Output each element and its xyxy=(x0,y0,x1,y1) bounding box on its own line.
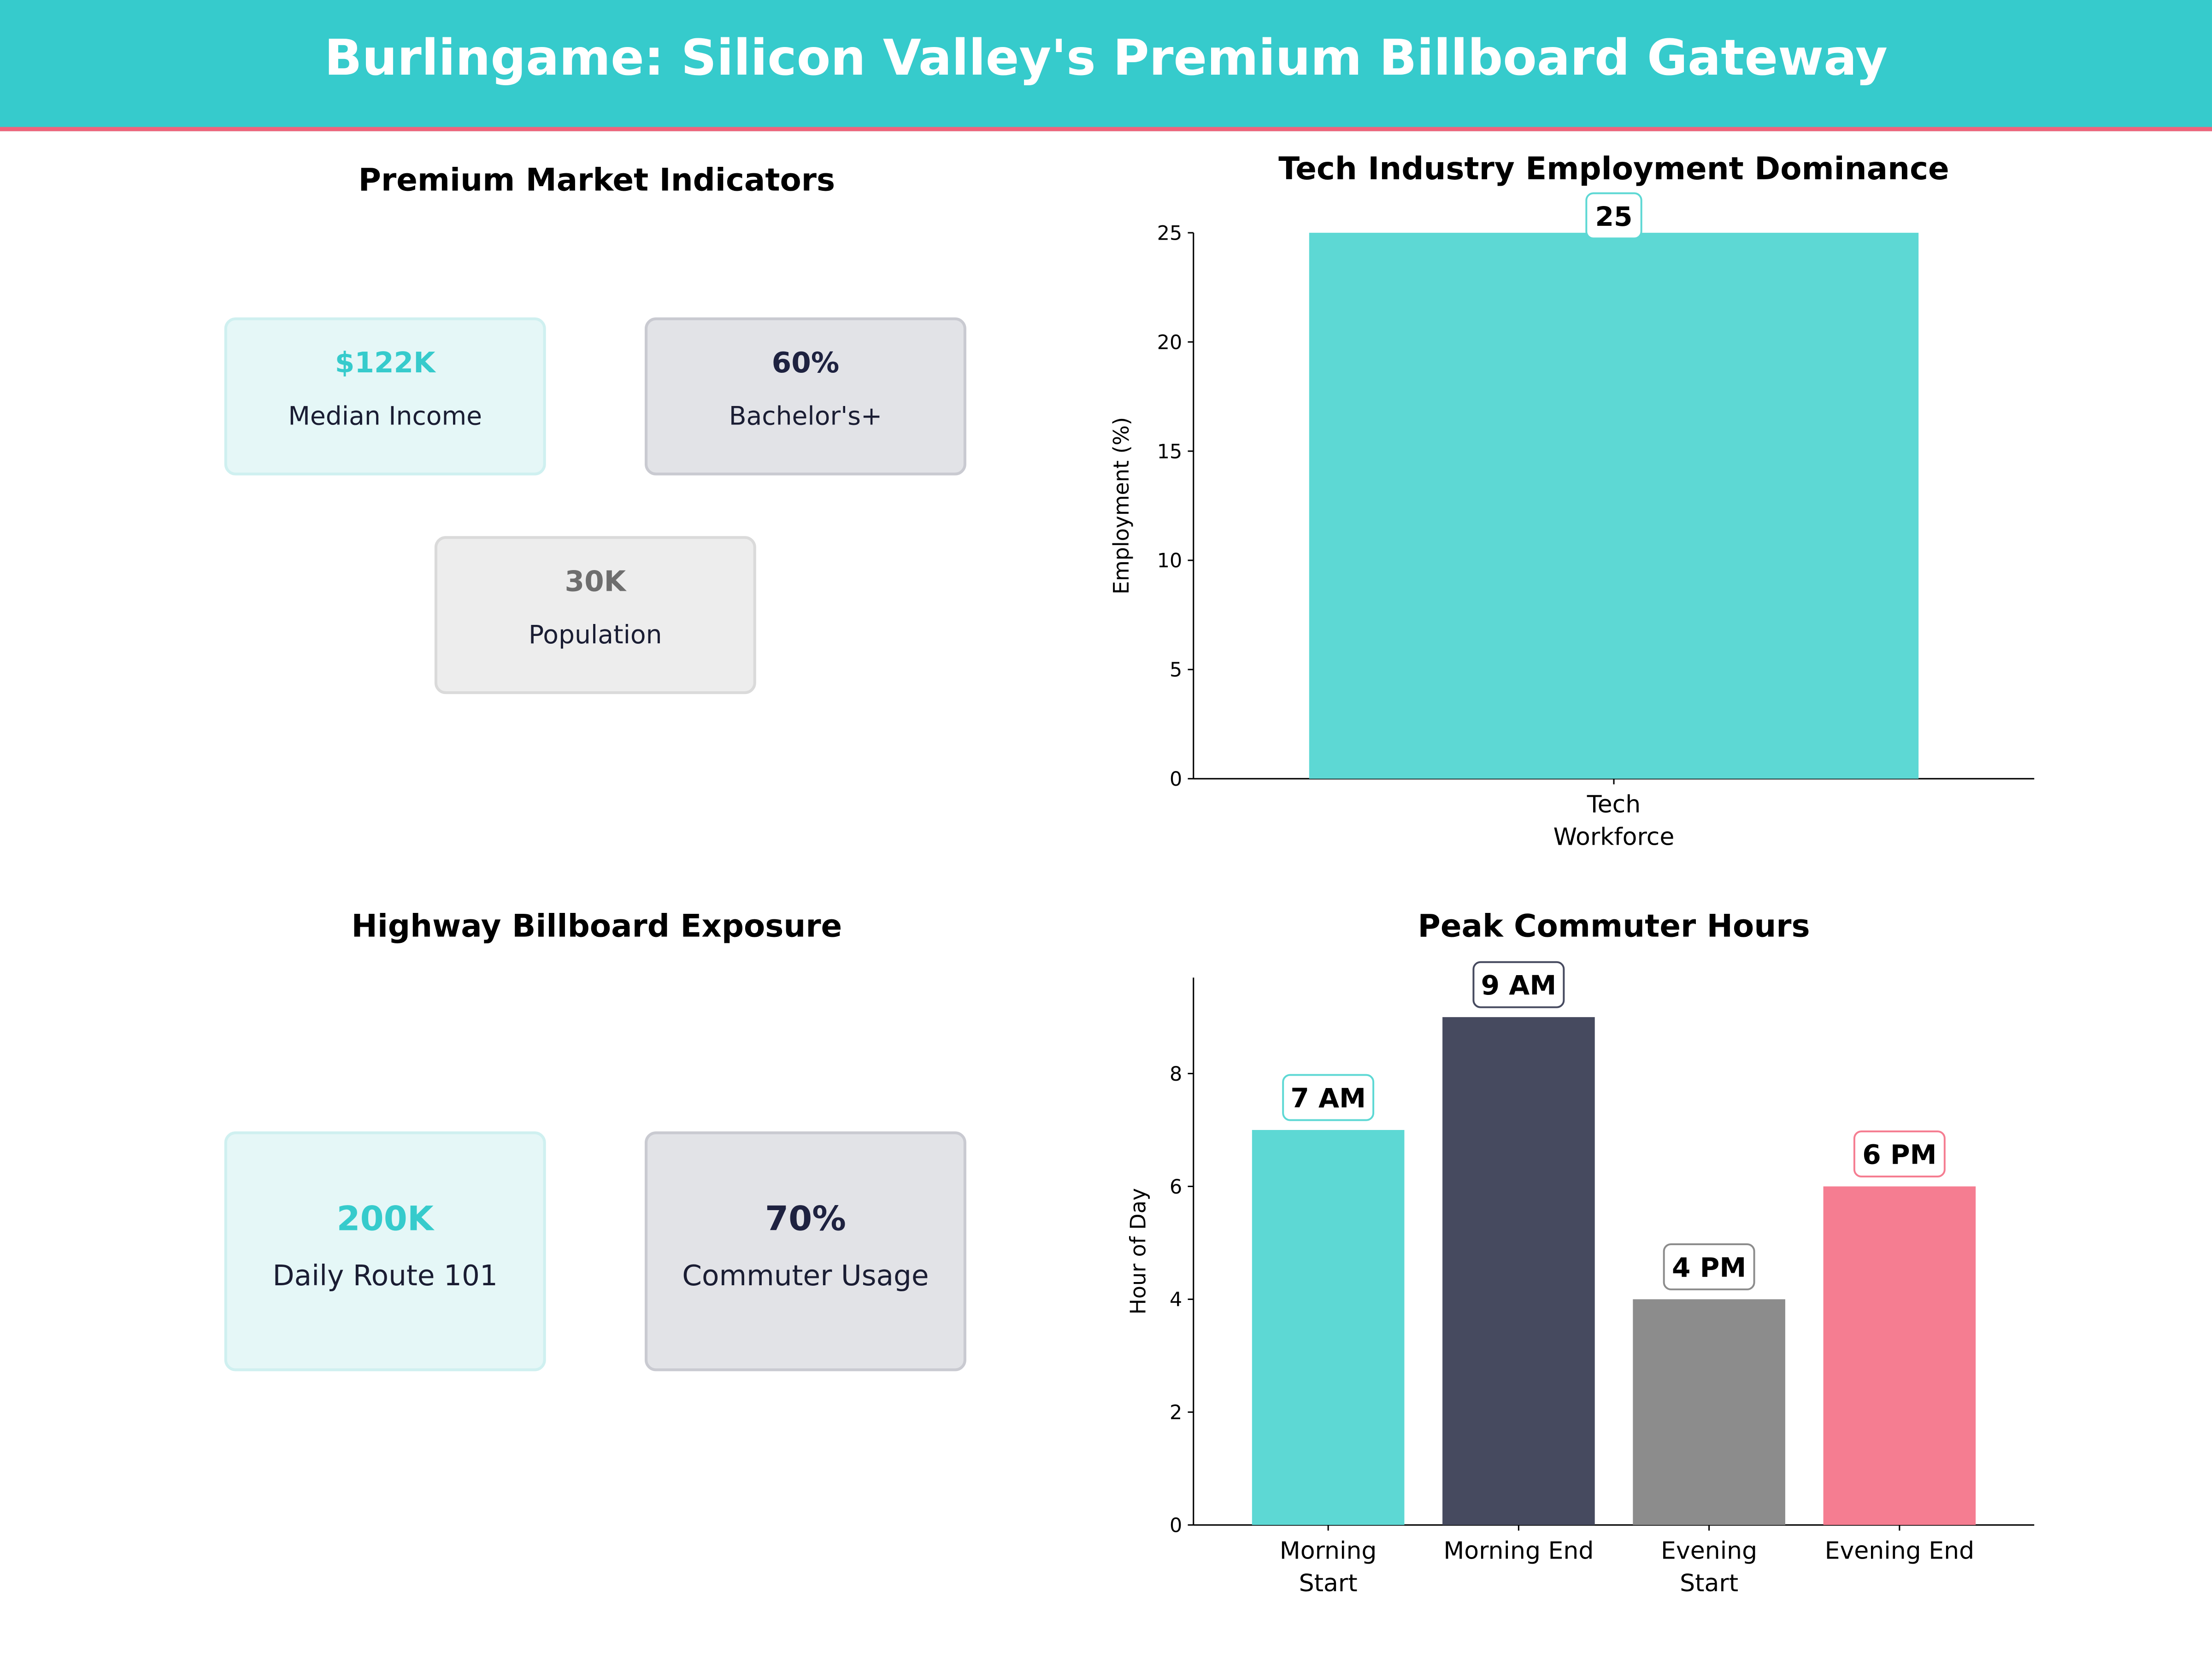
y-tick-label: 2 xyxy=(1170,1401,1182,1424)
data-label-box xyxy=(1663,1243,1755,1290)
x-tick-label: Tech xyxy=(1587,791,1641,818)
y-tick-label: 4 xyxy=(1170,1288,1182,1312)
bar xyxy=(1309,233,1919,779)
x-tick-label: Evening End xyxy=(1825,1537,1975,1565)
y-tick-label: 25 xyxy=(1157,222,1182,245)
market-indicators-title: Premium Market Indicators xyxy=(358,164,835,199)
y-tick-label: 20 xyxy=(1157,331,1182,354)
x-tick-label: Morning xyxy=(1280,1537,1377,1565)
data-label: 7 AM xyxy=(1290,1082,1366,1114)
page-title: Burlingame: Silicon Valley's Premium Bil… xyxy=(324,31,1888,88)
daily-route-card: 200K Daily Route 101 xyxy=(224,1131,546,1371)
data-label: 6 PM xyxy=(1862,1139,1936,1170)
card-label: Population xyxy=(529,620,662,651)
chart-0: 0 5 10 15 20 25 Employment (%) Tech Workforce 25 xyxy=(1109,192,2035,851)
bar xyxy=(1252,1130,1405,1525)
y-tick-label: 8 xyxy=(1170,1063,1182,1086)
tech-employment-title: Tech Industry Employment Dominance xyxy=(1278,152,1949,188)
card-value: $122K xyxy=(335,345,435,380)
y-axis-label: Employment (%) xyxy=(1109,417,1134,594)
data-label: 25 xyxy=(1595,201,1633,232)
data-label-box xyxy=(1472,961,1565,1008)
data-label: 9 AM xyxy=(1481,970,1557,1001)
commuter-usage-card: 70% Commuter Usage xyxy=(644,1131,966,1371)
y-tick-label: 6 xyxy=(1170,1176,1182,1199)
card-label: Commuter Usage xyxy=(682,1258,929,1293)
card-label: Median Income xyxy=(288,402,482,432)
card-value: 70% xyxy=(765,1199,846,1239)
card-value: 30K xyxy=(565,564,626,598)
bar xyxy=(1633,1299,1785,1525)
x-tick-label: Morning End xyxy=(1443,1537,1594,1565)
card-label: Daily Route 101 xyxy=(272,1258,498,1293)
card-value: 200K xyxy=(336,1199,434,1239)
x-tick-label: Evening xyxy=(1661,1537,1757,1565)
y-tick-label: 0 xyxy=(1170,768,1182,791)
x-tick-label: Start xyxy=(1299,1570,1358,1597)
population-card: 30K Population xyxy=(434,536,756,694)
y-axis-label: Hour of Day xyxy=(1126,1188,1151,1315)
data-label-box xyxy=(1282,1074,1375,1121)
bar xyxy=(1442,1017,1595,1525)
header-banner: Burlingame: Silicon Valley's Premium Bil… xyxy=(0,0,2212,131)
card-label: Bachelor's+ xyxy=(729,402,882,432)
bar xyxy=(1823,1186,1976,1525)
data-label-box xyxy=(1853,1130,1946,1178)
y-tick-label: 0 xyxy=(1170,1514,1182,1537)
x-tick-label: Workforce xyxy=(1553,824,1675,851)
bachelors-card: 60% Bachelor's+ xyxy=(644,317,966,476)
y-tick-label: 10 xyxy=(1157,549,1182,572)
card-value: 60% xyxy=(771,345,840,380)
median-income-card: $122K Median Income xyxy=(224,317,546,476)
y-tick-label: 5 xyxy=(1170,659,1182,682)
y-tick-label: 15 xyxy=(1157,440,1182,463)
x-tick-label: Start xyxy=(1680,1570,1738,1597)
commuter-hours-title: Peak Commuter Hours xyxy=(1418,910,1810,946)
chart-1: 0 2 4 6 8 Hour of Day Morning Start 7 AM Morning … xyxy=(1126,961,2035,1597)
data-label: 4 PM xyxy=(1672,1252,1746,1283)
data-label-box xyxy=(1585,192,1642,240)
highway-exposure-title: Highway Billboard Exposure xyxy=(351,910,842,946)
